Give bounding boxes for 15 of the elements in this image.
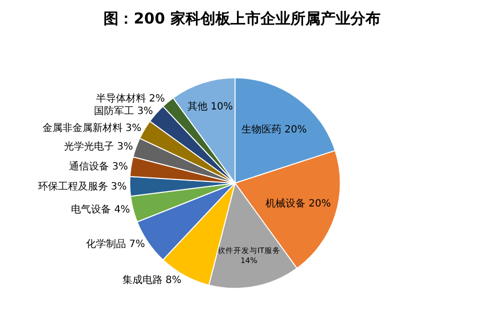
- data-label: 14%: [240, 256, 258, 265]
- slice-label: 生物医药 20%: [241, 123, 307, 136]
- slice-label: 集成电路 8%: [122, 274, 182, 286]
- slice-label: 化学制品 7%: [86, 238, 145, 250]
- slice-label: 环保工程及服务 3%: [38, 180, 127, 192]
- slice-label: 其他 10%: [187, 100, 233, 113]
- slice-label: 国防军工 3%: [94, 104, 154, 117]
- slice-label: 机械设备 20%: [265, 198, 331, 210]
- slice-label: 光学光电子 3%: [64, 140, 133, 153]
- slice-label: 金属非金属新材料 3%: [42, 122, 142, 134]
- slice-label: 电气设备 4%: [71, 204, 130, 216]
- slice-label: 半导体材料 2%: [96, 92, 165, 104]
- chart-title: 图：200 家科创板上市企业所属产业分布: [104, 9, 380, 28]
- slice-label: 通信设备 3%: [68, 160, 128, 172]
- slice-label: 软件开发与IT服务: [217, 246, 280, 255]
